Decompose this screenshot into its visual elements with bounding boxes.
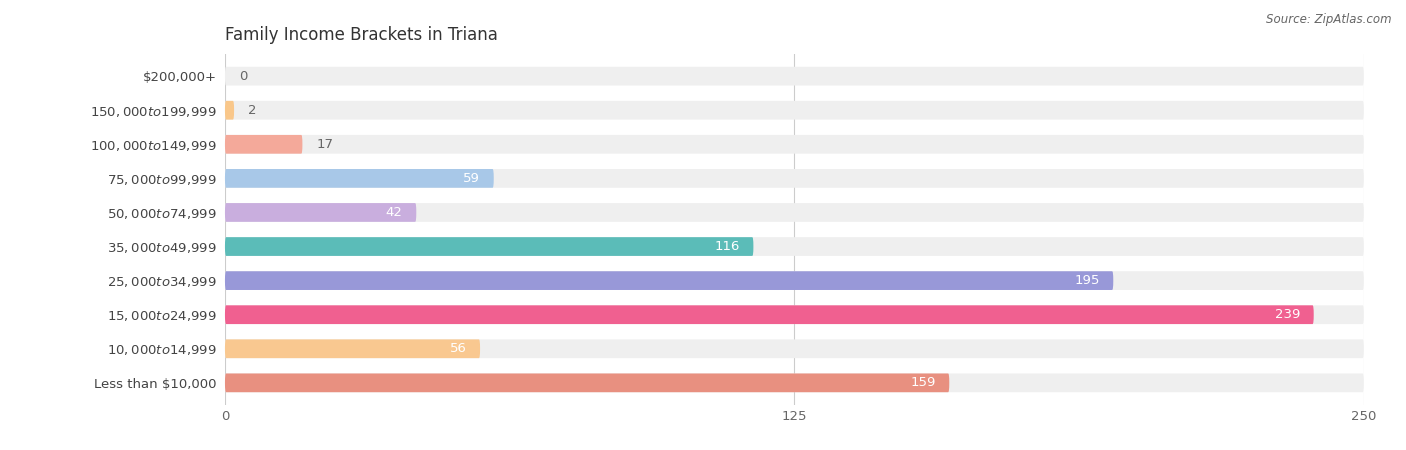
FancyBboxPatch shape — [225, 237, 754, 256]
FancyBboxPatch shape — [225, 339, 1364, 358]
FancyBboxPatch shape — [225, 305, 1313, 324]
FancyBboxPatch shape — [225, 67, 1364, 86]
FancyBboxPatch shape — [225, 203, 416, 222]
FancyBboxPatch shape — [225, 305, 1364, 324]
FancyBboxPatch shape — [225, 271, 1364, 290]
Text: 195: 195 — [1074, 274, 1099, 287]
FancyBboxPatch shape — [225, 101, 233, 120]
FancyBboxPatch shape — [225, 271, 1114, 290]
Text: 42: 42 — [385, 206, 402, 219]
Text: 0: 0 — [239, 70, 247, 83]
Text: 116: 116 — [714, 240, 740, 253]
Text: 59: 59 — [463, 172, 479, 185]
Text: 17: 17 — [316, 138, 333, 151]
FancyBboxPatch shape — [225, 374, 1364, 392]
Text: 56: 56 — [450, 342, 467, 355]
FancyBboxPatch shape — [225, 169, 1364, 188]
FancyBboxPatch shape — [225, 237, 1364, 256]
Text: 239: 239 — [1275, 308, 1301, 321]
FancyBboxPatch shape — [225, 169, 494, 188]
Text: 2: 2 — [247, 104, 256, 117]
FancyBboxPatch shape — [225, 135, 302, 154]
FancyBboxPatch shape — [225, 374, 949, 392]
FancyBboxPatch shape — [225, 135, 1364, 154]
FancyBboxPatch shape — [225, 101, 1364, 120]
Text: Source: ZipAtlas.com: Source: ZipAtlas.com — [1267, 14, 1392, 27]
FancyBboxPatch shape — [225, 203, 1364, 222]
Text: 159: 159 — [910, 376, 935, 389]
FancyBboxPatch shape — [225, 339, 479, 358]
Text: Family Income Brackets in Triana: Family Income Brackets in Triana — [225, 26, 498, 44]
